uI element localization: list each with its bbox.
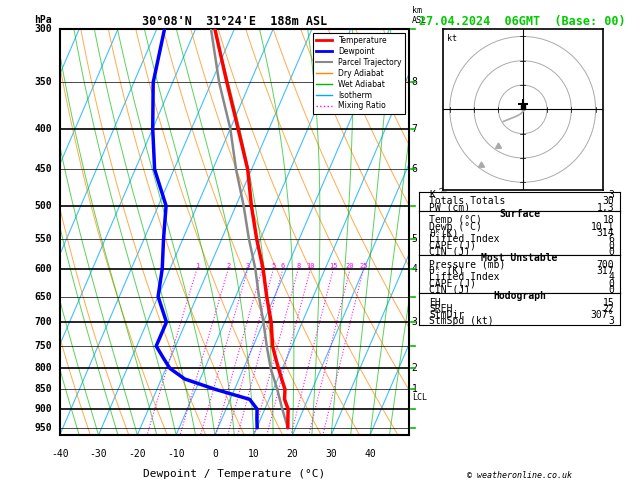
Text: Lifted Index: Lifted Index: [429, 234, 499, 244]
Text: -40: -40: [51, 449, 69, 459]
Text: 0: 0: [608, 285, 614, 295]
Text: 400: 400: [35, 123, 52, 134]
Text: LCL: LCL: [411, 393, 426, 402]
Text: 900: 900: [35, 404, 52, 414]
Text: 350: 350: [35, 77, 52, 87]
Text: 40: 40: [364, 449, 376, 459]
Text: 6: 6: [411, 164, 418, 174]
Text: 317: 317: [596, 266, 614, 276]
Text: CIN (J): CIN (J): [429, 285, 470, 295]
Text: 5: 5: [271, 263, 276, 269]
Text: 4: 4: [608, 272, 614, 282]
Text: 8: 8: [411, 77, 418, 87]
Text: PW (cm): PW (cm): [429, 203, 470, 213]
Text: StmSpd (kt): StmSpd (kt): [429, 316, 494, 327]
Text: 2: 2: [411, 364, 418, 373]
Text: EH: EH: [429, 297, 441, 308]
Text: Surface: Surface: [499, 209, 540, 219]
Text: CAPE (J): CAPE (J): [429, 241, 476, 251]
Text: 4: 4: [260, 263, 264, 269]
Text: 0: 0: [608, 241, 614, 251]
Text: Hodograph: Hodograph: [493, 291, 546, 301]
Text: 20: 20: [287, 449, 298, 459]
Text: Lifted Index: Lifted Index: [429, 272, 499, 282]
Text: Mixing Ratio (g/kg): Mixing Ratio (g/kg): [440, 185, 449, 279]
Text: θᵏ (K): θᵏ (K): [429, 266, 464, 276]
Text: km
ASL: km ASL: [411, 6, 426, 25]
Text: Pressure (mb): Pressure (mb): [429, 260, 505, 270]
Text: -30: -30: [90, 449, 108, 459]
Text: kt: kt: [447, 34, 457, 43]
Text: -20: -20: [128, 449, 146, 459]
Text: 2: 2: [226, 263, 230, 269]
Text: 10: 10: [248, 449, 260, 459]
Text: Temp (°C): Temp (°C): [429, 215, 482, 226]
Text: 15: 15: [329, 263, 338, 269]
Text: 950: 950: [35, 423, 52, 433]
Text: 4: 4: [411, 264, 418, 274]
Text: 27.04.2024  06GMT  (Base: 00): 27.04.2024 06GMT (Base: 00): [419, 15, 625, 28]
Text: SREH: SREH: [429, 304, 452, 314]
Text: 6: 6: [281, 263, 285, 269]
Text: 6: 6: [608, 234, 614, 244]
Text: K: K: [429, 190, 435, 200]
Text: Totals Totals: Totals Totals: [429, 196, 505, 207]
Text: 20: 20: [346, 263, 354, 269]
Text: 500: 500: [35, 201, 52, 211]
Text: 450: 450: [35, 164, 52, 174]
Text: 300: 300: [35, 24, 52, 34]
Text: 3: 3: [246, 263, 250, 269]
Text: 0: 0: [608, 247, 614, 257]
Text: 18: 18: [603, 215, 614, 226]
Text: 850: 850: [35, 384, 52, 394]
Text: 314: 314: [596, 228, 614, 238]
Text: CIN (J): CIN (J): [429, 247, 470, 257]
Text: 650: 650: [35, 292, 52, 301]
Text: 3: 3: [608, 190, 614, 200]
Legend: Temperature, Dewpoint, Parcel Trajectory, Dry Adiabat, Wet Adiabat, Isotherm, Mi: Temperature, Dewpoint, Parcel Trajectory…: [313, 33, 405, 114]
Text: 307°: 307°: [591, 310, 614, 320]
Text: 10.1: 10.1: [591, 222, 614, 232]
Text: 25: 25: [359, 263, 368, 269]
Text: 3: 3: [608, 316, 614, 327]
Text: 600: 600: [35, 264, 52, 274]
Text: 15: 15: [603, 297, 614, 308]
Text: 8: 8: [296, 263, 301, 269]
Text: 22: 22: [603, 304, 614, 314]
Text: 750: 750: [35, 341, 52, 351]
Text: 1: 1: [411, 384, 418, 394]
Text: 700: 700: [35, 317, 52, 327]
Text: 800: 800: [35, 364, 52, 373]
Text: 550: 550: [35, 234, 52, 244]
Text: Dewpoint / Temperature (°C): Dewpoint / Temperature (°C): [143, 469, 325, 480]
Text: 3: 3: [411, 317, 418, 327]
Text: 5: 5: [411, 234, 418, 244]
Text: 0: 0: [608, 278, 614, 289]
Text: Most Unstable: Most Unstable: [481, 253, 558, 263]
Text: 1: 1: [195, 263, 199, 269]
Text: 10: 10: [306, 263, 314, 269]
Text: StmDir: StmDir: [429, 310, 464, 320]
Text: 1.3: 1.3: [596, 203, 614, 213]
Text: © weatheronline.co.uk: © weatheronline.co.uk: [467, 471, 572, 480]
Text: 7: 7: [411, 123, 418, 134]
Text: Dewp (°C): Dewp (°C): [429, 222, 482, 232]
Text: 30: 30: [325, 449, 337, 459]
Text: CAPE (J): CAPE (J): [429, 278, 476, 289]
Text: 0: 0: [212, 449, 218, 459]
Text: 30°08'N  31°24'E  188m ASL: 30°08'N 31°24'E 188m ASL: [142, 15, 327, 28]
Text: hPa: hPa: [35, 15, 52, 25]
Text: 700: 700: [596, 260, 614, 270]
Text: -10: -10: [167, 449, 185, 459]
Text: 30: 30: [603, 196, 614, 207]
Text: θᵏ(K): θᵏ(K): [429, 228, 459, 238]
